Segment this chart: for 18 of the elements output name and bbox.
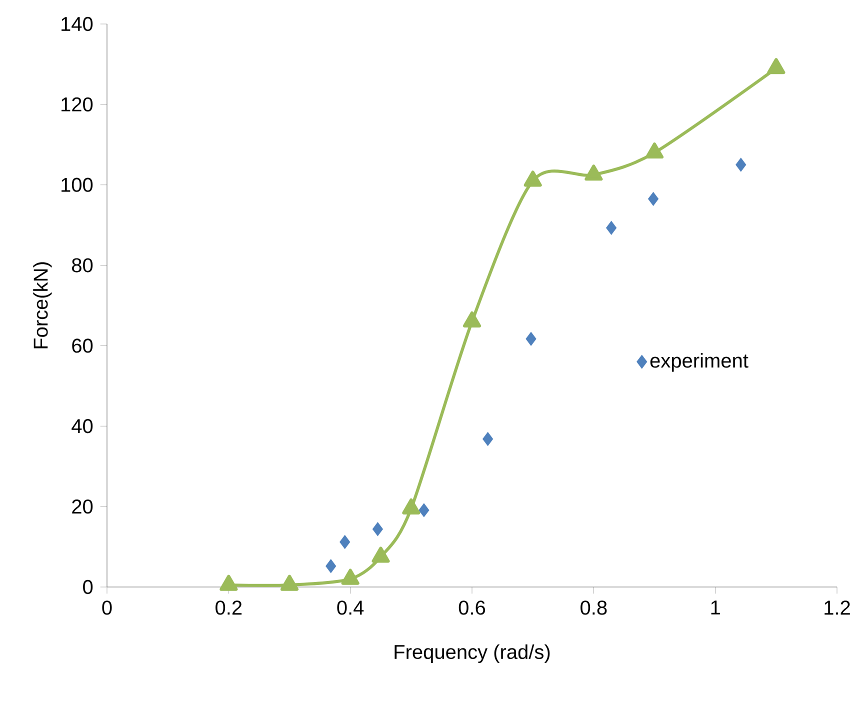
x-tick-label: 0.6 [458,600,486,615]
y-tick-label: 140 [62,16,93,32]
x-tick-label: 0.2 [216,600,242,615]
x-tick-label: 0 [102,600,112,615]
x-tick-label: 1 [711,600,720,614]
y-tick-label: 20 [72,499,93,514]
x-tick-label: 1.2 [824,600,850,615]
x-axis-title: Frequency (rad/s) [394,644,550,663]
x-tick-label: 0.4 [337,600,364,615]
y-tick-label: 120 [62,97,93,112]
y-axis-title: Force(kN) [33,262,52,348]
y-tick-label: 60 [72,338,93,353]
legend-label: experiment [650,353,748,372]
y-tick-label: 40 [72,419,93,434]
y-tick-label: 100 [62,178,93,192]
x-tick-label: 0.8 [580,600,607,615]
y-tick-label: 0 [83,580,93,594]
y-tick-label: 80 [72,258,93,272]
